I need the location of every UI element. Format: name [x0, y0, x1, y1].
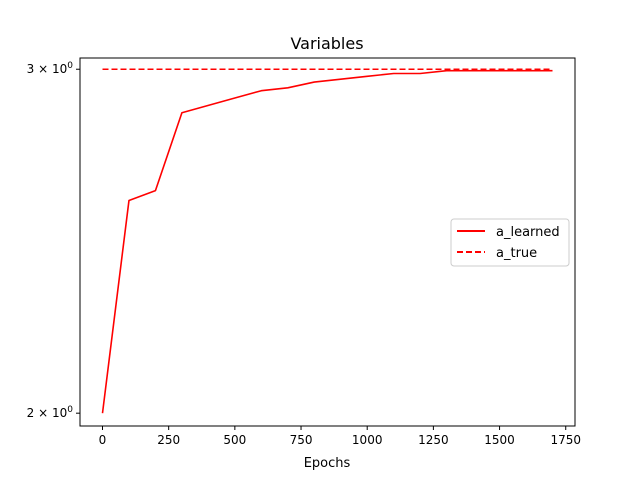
x-axis-ticks: 0 250 500 750 1000 1250 1500 1750	[99, 426, 581, 447]
chart-title: Variables	[290, 34, 363, 53]
series-layer	[101, 68, 553, 414]
x-tick-label: 250	[157, 433, 180, 447]
series-line-a-learned	[101, 69, 553, 414]
x-tick-label: 0	[99, 433, 107, 447]
x-axis-label: Epochs	[304, 456, 351, 471]
x-tick-label: 1750	[550, 433, 581, 447]
y-tick-label: 2 × 100	[27, 405, 74, 420]
legend-label-a-true: a_true	[496, 246, 537, 261]
x-tick-label: 1250	[418, 433, 449, 447]
x-tick-label: 500	[223, 433, 246, 447]
legend: a_learned a_true	[450, 218, 570, 267]
y-axis-ticks: 2 × 100 3 × 100	[27, 61, 80, 420]
x-tick-label: 750	[290, 433, 313, 447]
legend-label-a-learned: a_learned	[496, 225, 560, 240]
y-tick-label: 3 × 100	[27, 61, 74, 76]
plot-frame	[79, 57, 576, 427]
x-tick-label: 1000	[352, 433, 383, 447]
x-tick-label: 1500	[484, 433, 515, 447]
